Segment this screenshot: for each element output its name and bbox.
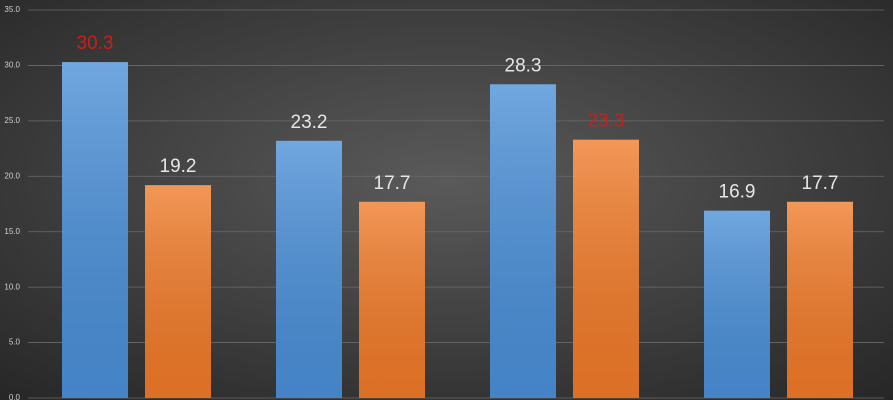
y-tick-label: 10.0 — [4, 282, 20, 291]
bar-shine — [490, 84, 556, 398]
value-label: 28.3 — [505, 55, 542, 76]
y-tick-label: 0.0 — [9, 393, 21, 400]
value-label: 16.9 — [719, 182, 756, 203]
y-tick-label: 20.0 — [4, 171, 20, 180]
y-tick-label: 35.0 — [4, 5, 20, 14]
y-tick-label: 30.0 — [4, 61, 20, 70]
value-label: 23.2 — [291, 112, 328, 133]
bar-shine — [704, 210, 770, 398]
value-label: 19.2 — [160, 156, 197, 177]
bar-shine — [359, 201, 425, 398]
y-tick-label: 15.0 — [4, 227, 20, 236]
value-label: 17.7 — [802, 173, 839, 194]
bar-shine — [62, 62, 128, 399]
value-label: 23.3 — [588, 111, 625, 132]
bar-shine — [145, 185, 211, 398]
bar-shine — [573, 139, 639, 398]
y-tick-label: 5.0 — [9, 338, 21, 347]
value-label: 17.7 — [374, 173, 411, 194]
bar-shine — [276, 140, 342, 398]
value-label: 30.3 — [77, 33, 114, 54]
bar-shine — [787, 201, 853, 398]
y-tick-label: 25.0 — [4, 116, 20, 125]
